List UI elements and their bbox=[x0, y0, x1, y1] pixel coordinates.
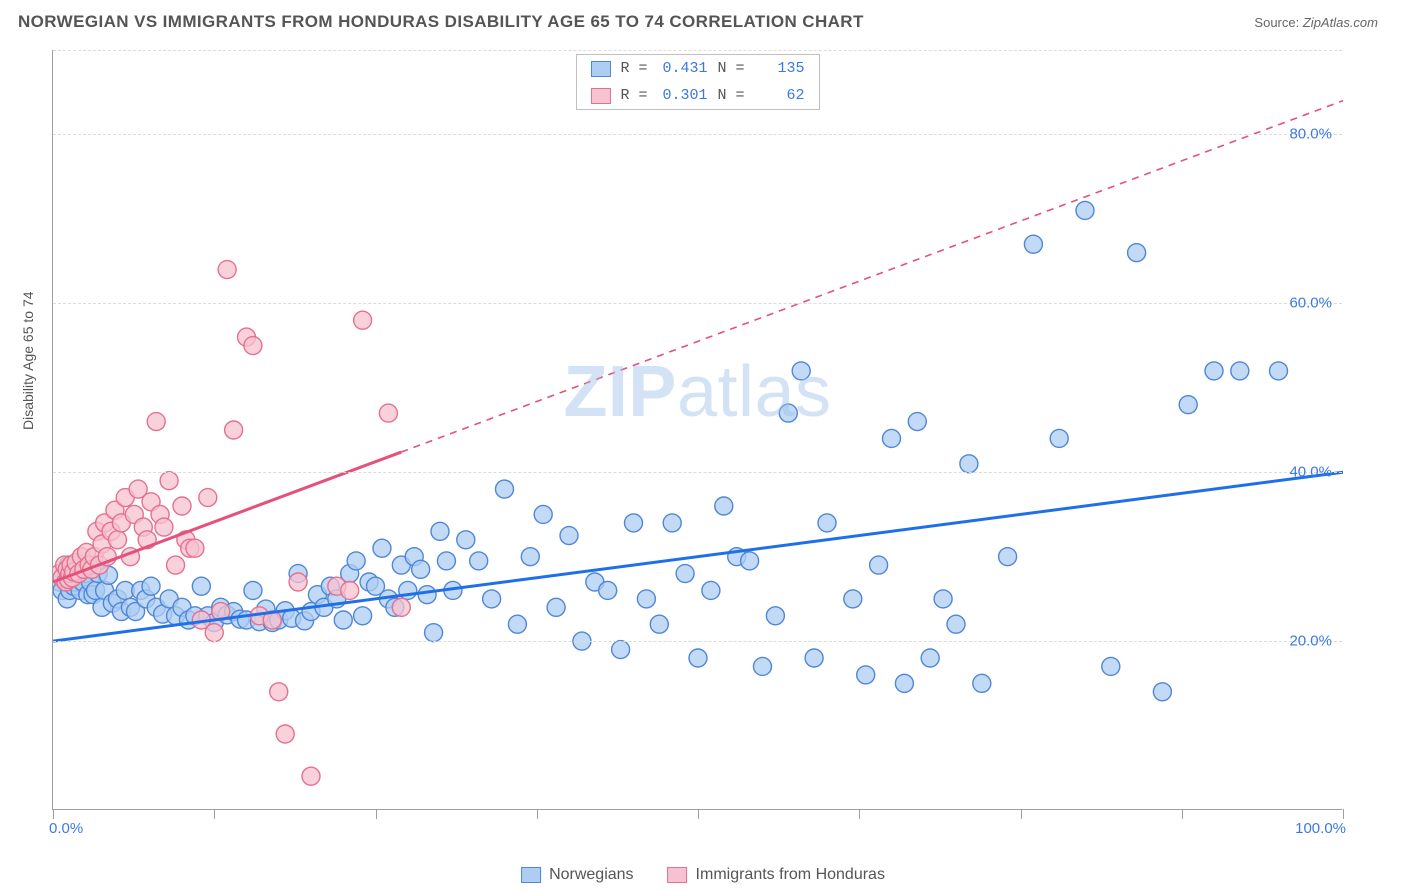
x-tick bbox=[376, 809, 377, 819]
y-tick-label: 20.0% bbox=[1289, 633, 1332, 650]
legend-n-label: N = bbox=[718, 60, 745, 77]
legend-item: Norwegians bbox=[521, 866, 633, 884]
chart-title: NORWEGIAN VS IMMIGRANTS FROM HONDURAS DI… bbox=[18, 12, 864, 32]
legend-row: R = 0.301 N = 62 bbox=[576, 82, 818, 109]
y-tick-label: 60.0% bbox=[1289, 295, 1332, 312]
gridline bbox=[53, 134, 1342, 135]
legend-n-value: 62 bbox=[755, 87, 805, 104]
legend-swatch bbox=[590, 61, 610, 77]
legend-r-label: R = bbox=[620, 60, 647, 77]
x-tick bbox=[1343, 809, 1344, 819]
gridline bbox=[53, 472, 1342, 473]
legend-item: Immigrants from Honduras bbox=[668, 866, 885, 884]
x-axis-min-label: 0.0% bbox=[49, 820, 83, 837]
y-axis-title: Disability Age 65 to 74 bbox=[20, 291, 36, 430]
correlation-legend: R = 0.431 N = 135 R = 0.301 N = 62 bbox=[575, 54, 819, 110]
x-axis-max-label: 100.0% bbox=[1295, 820, 1346, 837]
gridline bbox=[53, 641, 1342, 642]
x-tick bbox=[214, 809, 215, 819]
legend-label: Immigrants from Honduras bbox=[696, 866, 885, 884]
x-tick bbox=[859, 809, 860, 819]
scatter-chart: ZIPatlas R =0.431N =135R =0.301N =62 0.0… bbox=[52, 50, 1342, 810]
legend-r-value: 0.301 bbox=[658, 87, 708, 104]
source-credit: Source: ZipAtlas.com bbox=[1254, 15, 1378, 30]
legend-r-label: R = bbox=[620, 87, 647, 104]
scatter-svg bbox=[53, 50, 1343, 810]
legend-n-value: 135 bbox=[755, 60, 805, 77]
legend-label: Norwegians bbox=[549, 866, 633, 884]
x-tick bbox=[1021, 809, 1022, 819]
series-legend: Norwegians Immigrants from Honduras bbox=[521, 866, 885, 884]
legend-swatch bbox=[590, 88, 610, 104]
legend-r-value: 0.431 bbox=[658, 60, 708, 77]
y-tick-label: 40.0% bbox=[1289, 464, 1332, 481]
x-tick bbox=[537, 809, 538, 819]
legend-swatch bbox=[521, 867, 541, 883]
y-tick-label: 80.0% bbox=[1289, 126, 1332, 143]
legend-row: R = 0.431 N = 135 bbox=[576, 55, 818, 82]
x-tick bbox=[53, 809, 54, 819]
legend-swatch bbox=[668, 867, 688, 883]
legend-n-label: N = bbox=[718, 87, 745, 104]
x-tick bbox=[1182, 809, 1183, 819]
x-tick bbox=[698, 809, 699, 819]
gridline bbox=[53, 303, 1342, 304]
gridline bbox=[53, 50, 1342, 51]
